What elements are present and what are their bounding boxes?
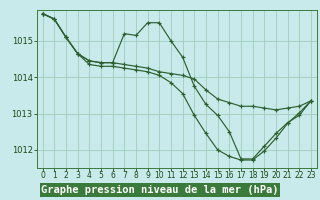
Text: Graphe pression niveau de la mer (hPa): Graphe pression niveau de la mer (hPa) [41, 185, 279, 195]
